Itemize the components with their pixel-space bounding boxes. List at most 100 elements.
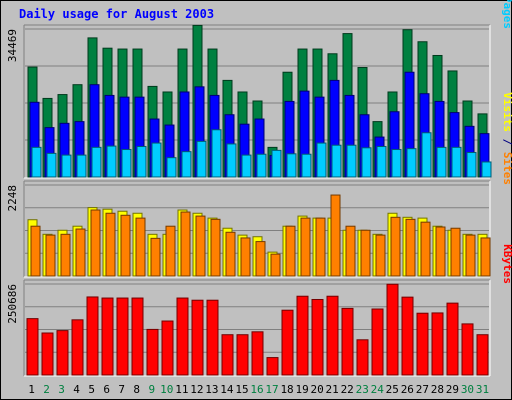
bar-kbytes-day-1 [26, 318, 39, 376]
bar-sites-day-25 [390, 216, 401, 277]
day-label-9: 9 [148, 383, 155, 396]
bar-kbytes-day-22 [341, 307, 354, 376]
day-label-29: 29 [446, 383, 459, 396]
bar-pages-day-1 [31, 146, 42, 178]
bar-sites-day-5 [90, 209, 101, 277]
bar-pages-day-5 [91, 146, 102, 178]
panel-middle: 2248 Visits / Sites [6, 92, 512, 278]
bar-sites-day-3 [60, 233, 71, 277]
panel-legend: Hits / Files / Pages [501, 0, 512, 29]
bar-pages-day-11 [181, 151, 192, 178]
bar-pages-day-17 [271, 149, 282, 178]
bar-pages-day-30 [466, 152, 477, 178]
bar-sites-day-7 [120, 214, 131, 277]
bar-sites-day-28 [435, 226, 446, 277]
bar-sites-day-1 [30, 225, 41, 277]
day-label-21: 21 [326, 383, 339, 396]
legend-entry: / [501, 132, 512, 152]
day-label-28: 28 [431, 383, 444, 396]
bar-kbytes-day-16 [251, 331, 264, 376]
panel-bottom: 250686 KBytes [6, 244, 512, 377]
bar-sites-day-6 [105, 212, 116, 277]
legend-entry: Sites [501, 152, 512, 185]
day-label-23: 23 [356, 383, 369, 396]
bar-sites-day-4 [75, 228, 86, 277]
bar-pages-day-14 [226, 143, 237, 178]
bar-pages-day-25 [391, 149, 402, 178]
bar-pages-day-27 [421, 132, 432, 178]
bar-pages-day-6 [106, 145, 117, 178]
bar-sites-day-27 [420, 221, 431, 277]
day-label-3: 3 [58, 383, 65, 396]
legend-entry: KBytes [501, 244, 512, 284]
bar-pages-day-18 [286, 153, 297, 178]
bar-sites-day-23 [360, 229, 371, 277]
bar-pages-day-3 [61, 154, 72, 178]
day-label-4: 4 [73, 383, 80, 396]
bar-pages-day-19 [301, 153, 312, 178]
bar-kbytes-day-2 [41, 332, 54, 376]
bar-sites-day-17 [270, 253, 281, 277]
bar-kbytes-day-4 [71, 319, 84, 376]
panel-top: 34469 Hits / Files / Pages [6, 0, 512, 179]
series-sites [30, 194, 491, 277]
day-label-18: 18 [280, 383, 293, 396]
day-label-24: 24 [371, 383, 385, 396]
day-label-27: 27 [416, 383, 429, 396]
bar-kbytes-day-11 [176, 297, 189, 376]
bar-pages-day-10 [166, 157, 177, 178]
bar-kbytes-day-29 [446, 302, 459, 376]
bar-sites-day-16 [255, 241, 266, 277]
bar-pages-day-31 [481, 161, 492, 178]
bar-kbytes-day-17 [266, 357, 279, 376]
day-label-14: 14 [220, 383, 234, 396]
day-label-13: 13 [205, 383, 218, 396]
bar-pages-day-9 [151, 142, 162, 178]
bar-kbytes-day-7 [116, 297, 129, 376]
series-pages [31, 129, 492, 178]
bar-kbytes-day-26 [401, 296, 414, 376]
panel-legend: KBytes [501, 244, 512, 284]
legend-entry: Visits [501, 92, 512, 132]
bar-pages-day-12 [196, 140, 207, 178]
panel-max-label: 2248 [6, 185, 19, 212]
bar-kbytes-day-5 [86, 296, 99, 376]
day-labels: 1 2 3 4 5 6 7 8 9 10 11 12 13 14 15 16 17 18 19 20 21 22 23 24 2… [28, 383, 489, 396]
bar-pages-day-23 [361, 147, 372, 178]
day-label-6: 6 [103, 383, 110, 396]
bar-kbytes-day-6 [101, 297, 114, 376]
panel-max-label: 34469 [6, 29, 19, 62]
bar-kbytes-day-9 [146, 328, 159, 376]
panels-layer: 34469 Hits / Files / Pages 2248 Visits / Si… [6, 0, 512, 377]
bar-pages-day-24 [376, 146, 387, 178]
bar-pages-day-15 [241, 154, 252, 178]
bar-sites-day-19 [300, 217, 311, 277]
bar-kbytes-day-25 [386, 283, 399, 376]
bar-pages-day-16 [256, 153, 267, 178]
bar-sites-day-31 [480, 237, 491, 277]
bar-pages-day-4 [76, 154, 87, 178]
bar-sites-day-15 [240, 237, 251, 277]
bar-sites-day-26 [405, 218, 416, 277]
bar-sites-day-18 [285, 225, 296, 277]
bar-pages-day-28 [436, 146, 447, 178]
panel-legend: Visits / Sites [501, 92, 512, 185]
day-label-26: 26 [401, 383, 414, 396]
bar-sites-day-10 [165, 225, 176, 277]
bar-kbytes-day-23 [356, 339, 369, 376]
bar-kbytes-day-27 [416, 312, 429, 376]
bar-sites-day-11 [180, 211, 191, 277]
bar-kbytes-day-19 [296, 295, 309, 376]
day-label-30: 30 [461, 383, 474, 396]
bar-sites-day-12 [195, 215, 206, 277]
bar-kbytes-day-15 [236, 334, 249, 376]
bar-sites-day-30 [465, 234, 476, 277]
bar-pages-day-13 [211, 129, 222, 178]
day-label-22: 22 [341, 383, 354, 396]
bar-kbytes-day-31 [476, 334, 489, 376]
bar-kbytes-day-13 [206, 299, 219, 376]
day-label-11: 11 [175, 383, 188, 396]
bar-pages-day-20 [316, 142, 327, 178]
